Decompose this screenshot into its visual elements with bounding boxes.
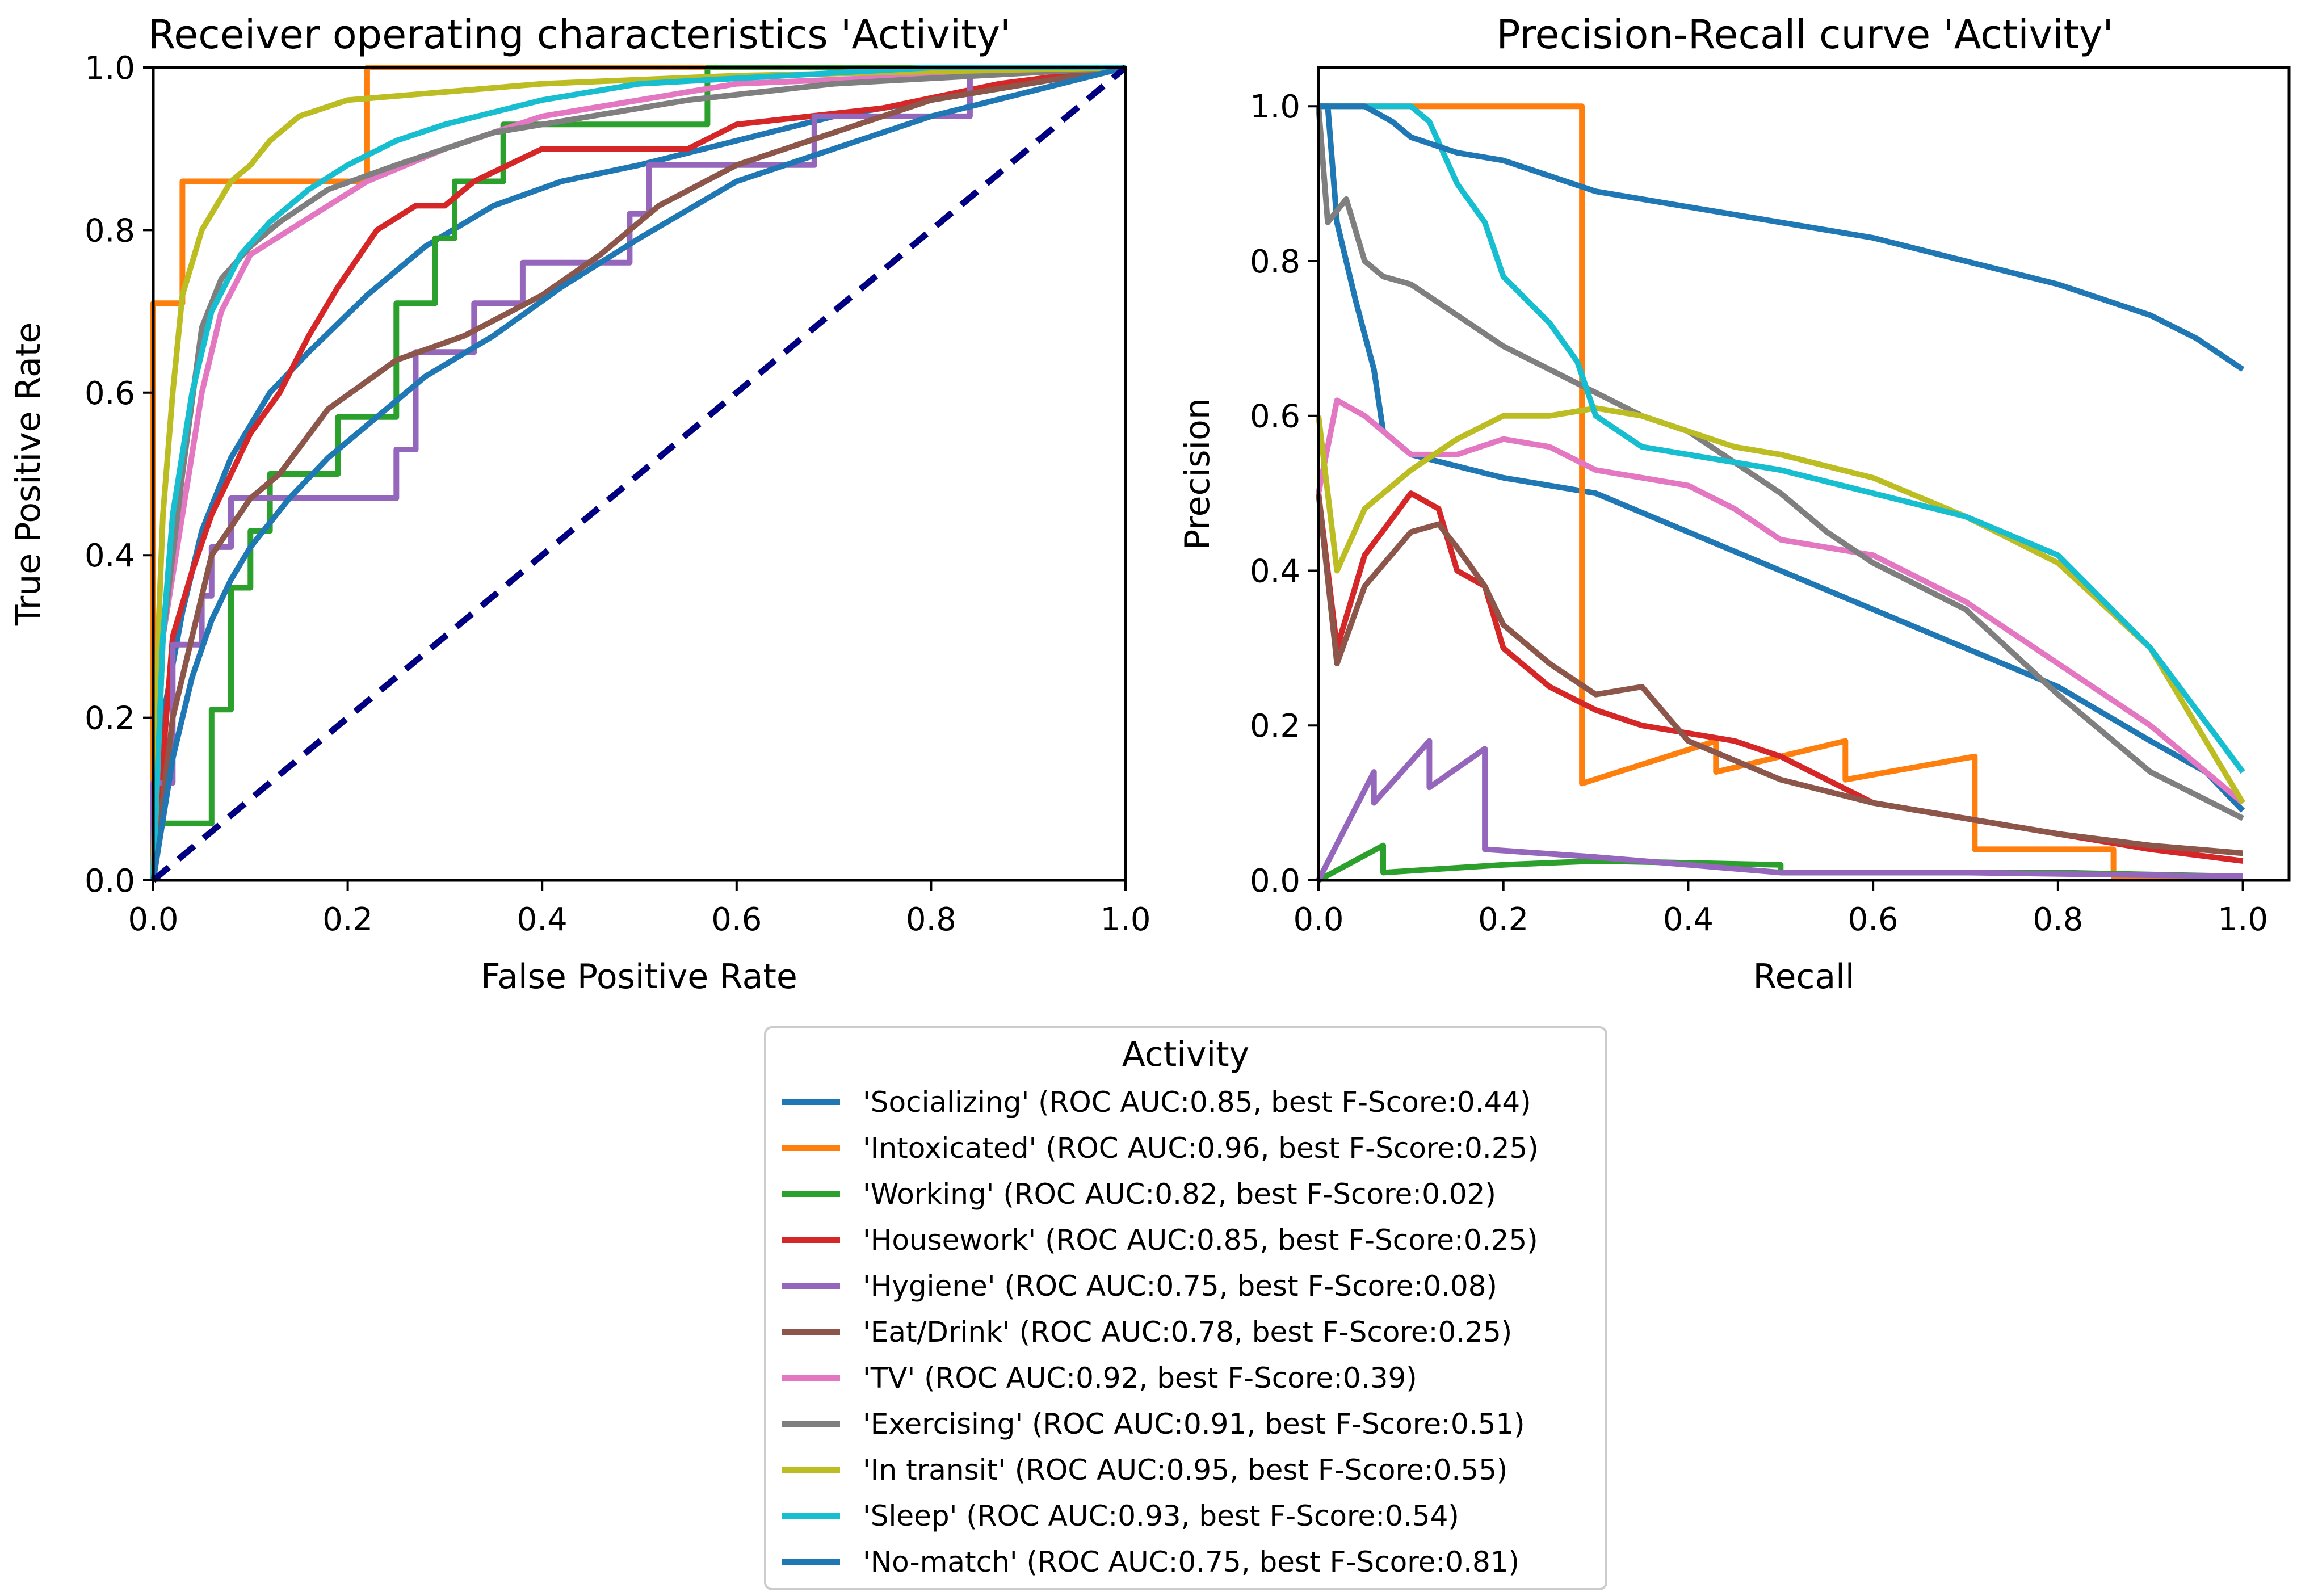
legend-entry: 'Working' (ROC AUC:0.82, best F-Score:0.… (782, 1178, 1496, 1211)
pr-series-exercising (1316, 106, 2244, 821)
pr-x-axis-label: Recall (1753, 957, 1854, 997)
roc-panel: Receiver operating characteristics 'Acti… (9, 11, 1151, 997)
pr-series-eat-drink (1316, 493, 2244, 856)
roc-x-tick-label: 0.6 (711, 901, 762, 938)
pr-series-no-match (1318, 103, 2245, 372)
legend-entry: 'In transit' (ROC AUC:0.95, best F-Score… (782, 1454, 1507, 1486)
pr-frame (1317, 66, 2291, 882)
legend-label: 'Hygiene' (ROC AUC:0.75, best F-Score:0.… (863, 1270, 1497, 1303)
roc-y-tick-label: 0.2 (85, 700, 135, 737)
roc-x-ticks: 0.0 0.2 0.4 0.6 0.8 1.0 (128, 880, 1151, 938)
roc-series-sleep (150, 65, 1126, 881)
pr-series-hygiene (1316, 738, 2243, 882)
roc-y-ticks: 0.0 0.2 0.4 0.6 0.8 1.0 (85, 50, 153, 900)
pr-x-tick-label: 0.4 (1663, 901, 1714, 938)
pr-x-tick-label: 0.8 (2033, 901, 2083, 938)
roc-chance-line (151, 65, 1128, 883)
legend-entries: 'Socializing' (ROC AUC:0.85, best F-Scor… (782, 1086, 1539, 1578)
legend-label: 'Socializing' (ROC AUC:0.85, best F-Scor… (863, 1086, 1531, 1119)
legend: Activity 'Socializing' (ROC AUC:0.85, be… (764, 1026, 1607, 1590)
roc-x-tick-label: 0.0 (128, 901, 178, 938)
legend-entry: 'Sleep' (ROC AUC:0.93, best F-Score:0.54… (782, 1500, 1459, 1532)
legend-label: 'No-match' (ROC AUC:0.75, best F-Score:0… (863, 1545, 1519, 1578)
legend-entry: 'Housework' (ROC AUC:0.85, best F-Score:… (782, 1224, 1538, 1257)
pr-x-tick-label: 0.6 (1848, 901, 1899, 938)
roc-frame (152, 66, 1127, 882)
pr-series-intoxicated (1318, 103, 2243, 880)
legend-entry: 'No-match' (ROC AUC:0.75, best F-Score:0… (782, 1545, 1519, 1578)
roc-y-tick-label: 0.0 (85, 863, 135, 900)
legend-title: Activity (1122, 1035, 1249, 1074)
legend-entry: 'TV' (ROC AUC:0.92, best F-Score:0.39) (782, 1362, 1417, 1395)
roc-x-tick-label: 0.2 (322, 901, 373, 938)
pr-y-axis-label: Precision (1178, 398, 1217, 550)
pr-x-ticks: 0.0 0.2 0.4 0.6 0.8 1.0 (1293, 880, 2268, 938)
legend-label: 'Housework' (ROC AUC:0.85, best F-Score:… (863, 1224, 1538, 1257)
pr-y-tick-label: 0.0 (1250, 863, 1300, 900)
roc-x-tick-label: 0.8 (906, 901, 956, 938)
roc-series-working (150, 65, 1126, 880)
legend-label: 'TV' (ROC AUC:0.92, best F-Score:0.39) (863, 1362, 1417, 1395)
pr-y-tick-label: 1.0 (1250, 89, 1300, 125)
roc-title: Receiver operating characteristics 'Acti… (148, 11, 1011, 58)
legend-label: 'Working' (ROC AUC:0.82, best F-Score:0.… (863, 1178, 1496, 1211)
legend-label: 'Eat/Drink' (ROC AUC:0.78, best F-Score:… (863, 1316, 1512, 1349)
roc-series-tv (150, 65, 1126, 881)
pr-x-tick-label: 0.2 (1478, 901, 1528, 938)
roc-y-tick-label: 0.8 (85, 212, 135, 249)
legend-label: 'Exercising' (ROC AUC:0.91, best F-Score… (863, 1408, 1525, 1440)
legend-box (764, 1026, 1607, 1590)
pr-y-tick-label: 0.2 (1250, 708, 1300, 745)
roc-x-tick-label: 1.0 (1100, 901, 1150, 938)
roc-series-in-transit (150, 65, 1126, 881)
legend-label: 'Intoxicated' (ROC AUC:0.96, best F-Scor… (863, 1132, 1539, 1165)
legend-entry: 'Intoxicated' (ROC AUC:0.96, best F-Scor… (782, 1132, 1539, 1165)
roc-y-tick-label: 0.4 (85, 537, 135, 574)
legend-label: 'In transit' (ROC AUC:0.95, best F-Score… (863, 1454, 1507, 1486)
roc-y-tick-label: 1.0 (85, 50, 135, 87)
pr-y-tick-label: 0.4 (1250, 553, 1300, 590)
pr-series-socializing (1318, 103, 2245, 813)
legend-entry: 'Socializing' (ROC AUC:0.85, best F-Scor… (782, 1086, 1531, 1119)
roc-y-axis-label: True Positive Rate (9, 322, 48, 626)
pr-x-tick-label: 1.0 (2218, 901, 2268, 938)
pr-series-tv (1316, 397, 2245, 805)
pr-x-tick-label: 0.0 (1293, 901, 1343, 938)
pr-y-tick-label: 0.8 (1250, 243, 1300, 280)
legend-label: 'Sleep' (ROC AUC:0.93, best F-Score:0.54… (863, 1500, 1459, 1532)
pr-plot-area (1316, 103, 2245, 883)
roc-x-tick-label: 0.4 (517, 901, 568, 938)
roc-series-no-match (150, 65, 1127, 881)
pr-y-ticks: 0.0 0.2 0.4 0.6 0.8 1.0 (1250, 89, 1318, 900)
pr-panel: Precision-Recall curve 'Activity' 0.0 0.2… (1178, 11, 2291, 997)
roc-series-eat-drink (150, 65, 1126, 881)
pr-y-tick-label: 0.6 (1250, 398, 1300, 435)
pr-series-sleep (1318, 103, 2245, 774)
legend-entry: 'Eat/Drink' (ROC AUC:0.78, best F-Score:… (782, 1316, 1512, 1349)
roc-y-tick-label: 0.6 (85, 375, 135, 412)
legend-entry: 'Exercising' (ROC AUC:0.91, best F-Score… (782, 1408, 1525, 1440)
roc-series-housework (150, 65, 1126, 881)
roc-x-axis-label: False Positive Rate (481, 957, 797, 997)
legend-entry: 'Hygiene' (ROC AUC:0.75, best F-Score:0.… (782, 1270, 1497, 1303)
pr-title: Precision-Recall curve 'Activity' (1496, 11, 2113, 58)
roc-plot-area (150, 65, 1128, 883)
